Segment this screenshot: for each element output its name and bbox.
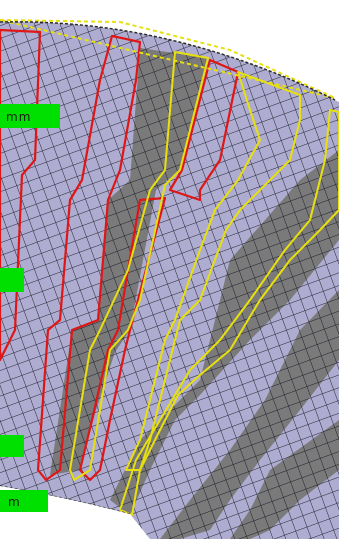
tag-bottom[interactable]: m [0,490,48,512]
red-outline-left [0,28,42,362]
red-outline-lower [78,196,167,482]
winding-outline-yellow [0,19,339,516]
tag-upper[interactable]: mm [0,104,60,128]
outer-boundary-arc [0,21,336,101]
red-outline-inner [168,58,240,202]
tag-middle[interactable] [0,268,24,292]
red-outline-center [36,34,142,482]
yellow-outline-3 [119,109,339,516]
tag-upper-label: mm [6,110,31,124]
yellow-outline-outer [0,19,336,99]
yellow-outline-1 [69,51,209,481]
tag-lower[interactable] [0,435,24,457]
tag-bottom-label: m [8,495,21,509]
winding-outline-red [0,28,240,482]
